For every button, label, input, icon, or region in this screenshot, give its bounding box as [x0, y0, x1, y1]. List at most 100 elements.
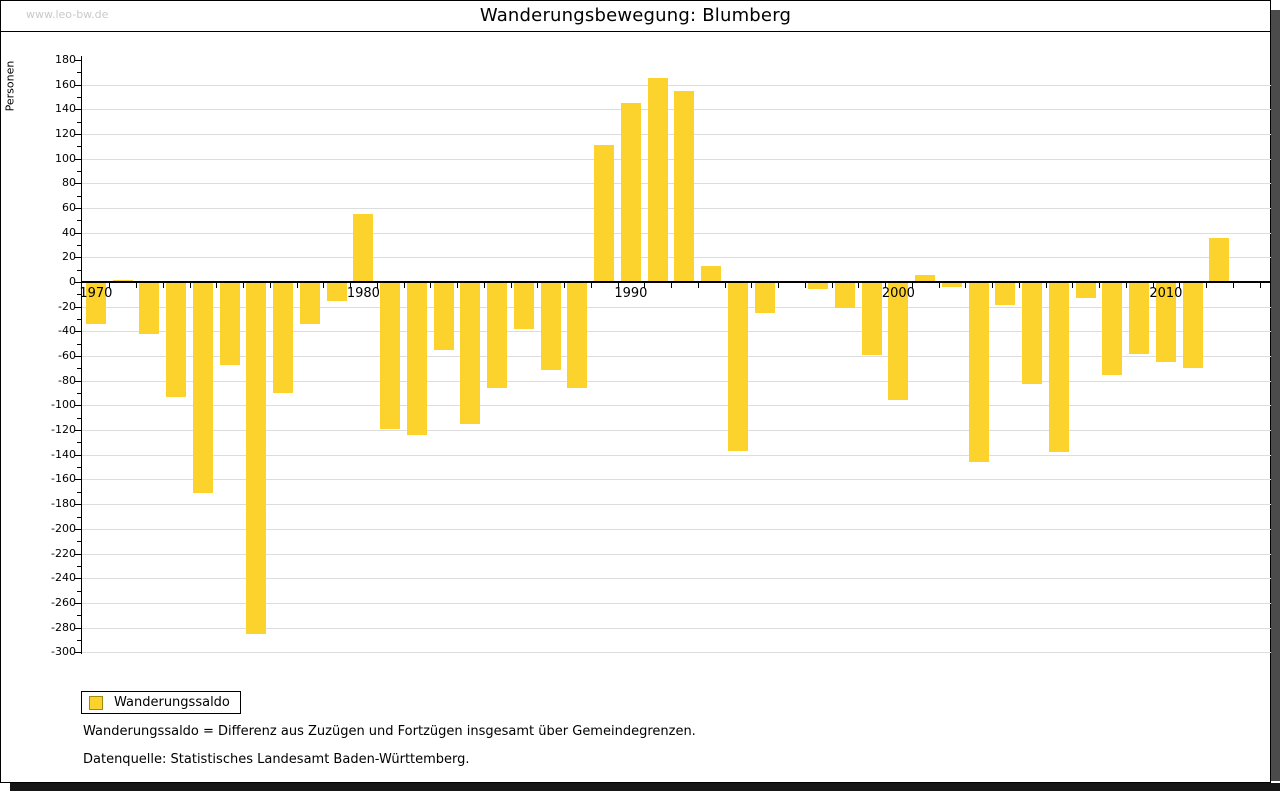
y-tick [75, 60, 81, 61]
x-tick [671, 283, 672, 288]
gridline [82, 554, 1271, 555]
y-tick [77, 591, 81, 592]
x-tick [511, 283, 512, 288]
x-tick-label-2000: 2000 [881, 286, 915, 301]
y-tick-label: -80 [58, 374, 76, 387]
y-tick [77, 146, 81, 147]
bar-2011 [1182, 282, 1203, 369]
bar-1976 [246, 282, 267, 634]
y-tick-label: 40 [62, 226, 76, 239]
y-tick [75, 479, 81, 480]
x-tick [1019, 283, 1020, 288]
y-tick-label: -280 [51, 621, 76, 634]
bar-1985 [487, 282, 508, 389]
x-tick [1126, 283, 1127, 288]
y-tick [75, 603, 81, 604]
bar-1999 [861, 282, 882, 355]
y-tick [75, 233, 81, 234]
bar-2007 [1075, 282, 1096, 299]
y-tick [77, 467, 81, 468]
x-tick [885, 283, 886, 288]
bar-1991 [647, 78, 668, 282]
bar-2002 [941, 282, 962, 287]
watermark: www.leo-bw.de [26, 8, 109, 21]
x-tick [537, 283, 538, 288]
y-tick [77, 319, 81, 320]
y-tick-label: -180 [51, 497, 76, 510]
x-tick [1179, 283, 1180, 288]
y-tick [75, 208, 81, 209]
gridline [82, 628, 1271, 629]
y-tick-label: -60 [58, 349, 76, 362]
x-tick [297, 283, 298, 288]
bar-1994 [727, 282, 748, 452]
bar-1992 [674, 90, 695, 282]
y-tick [75, 109, 81, 110]
x-tick [751, 283, 752, 288]
y-tick [77, 615, 81, 616]
y-tick-label: -160 [51, 472, 76, 485]
x-tick [136, 283, 137, 288]
y-tick [75, 183, 81, 184]
gridline [82, 455, 1271, 456]
y-tick [77, 344, 81, 345]
y-tick-label: -240 [51, 571, 76, 584]
x-tick [109, 283, 110, 288]
x-tick [778, 283, 779, 288]
y-tick [77, 294, 81, 295]
y-tick [77, 566, 81, 567]
x-tick [1260, 283, 1261, 288]
y-tick [75, 307, 81, 308]
bar-1971 [112, 279, 133, 282]
x-tick [644, 283, 645, 288]
y-tick-label: 180 [55, 53, 76, 66]
x-tick [725, 283, 726, 288]
bar-2001 [915, 274, 936, 282]
legend-box: Wanderungssaldo [81, 691, 241, 714]
y-tick [75, 85, 81, 86]
x-tick [698, 283, 699, 288]
window-shadow-right [1271, 10, 1280, 781]
y-tick [77, 640, 81, 641]
y-tick-label: -100 [51, 398, 76, 411]
y-tick [75, 405, 81, 406]
bar-1995 [754, 282, 775, 313]
y-tick-label: -40 [58, 324, 76, 337]
bar-1982 [406, 282, 427, 436]
y-tick-label: -260 [51, 596, 76, 609]
y-tick [77, 541, 81, 542]
bar-2012 [1209, 237, 1230, 282]
x-tick-label-1970: 1970 [79, 286, 113, 301]
y-tick-label: -20 [58, 300, 76, 313]
x-tick [430, 283, 431, 288]
bar-1997 [808, 282, 829, 290]
gridline [82, 504, 1271, 505]
window-shadow-bottom [10, 783, 1280, 791]
bar-1972 [139, 282, 160, 334]
bar-1986 [513, 282, 534, 329]
title-bar: Wanderungsbewegung: Blumberg [1, 1, 1270, 32]
x-tick [190, 283, 191, 288]
bar-2005 [1022, 282, 1043, 385]
bar-1980 [353, 214, 374, 282]
x-tick [377, 283, 378, 288]
y-tick-label: 60 [62, 201, 76, 214]
y-tick-label: -300 [51, 645, 76, 658]
bar-2006 [1048, 282, 1069, 453]
x-tick [163, 283, 164, 288]
x-tick [939, 283, 940, 288]
x-tick-label-2010: 2010 [1149, 286, 1183, 301]
bar-2004 [995, 282, 1016, 306]
footnote-definition: Wanderungssaldo = Differenz aus Zuzügen … [83, 724, 696, 739]
y-tick-label: 140 [55, 102, 76, 115]
bar-1990 [620, 103, 641, 282]
y-tick [77, 97, 81, 98]
x-tick [858, 283, 859, 288]
y-tick [77, 393, 81, 394]
x-tick [1072, 283, 1073, 288]
y-tick-label: -220 [51, 547, 76, 560]
x-tick [992, 283, 993, 288]
y-tick [75, 159, 81, 160]
y-tick-label: 100 [55, 152, 76, 165]
y-tick-label: 160 [55, 78, 76, 91]
